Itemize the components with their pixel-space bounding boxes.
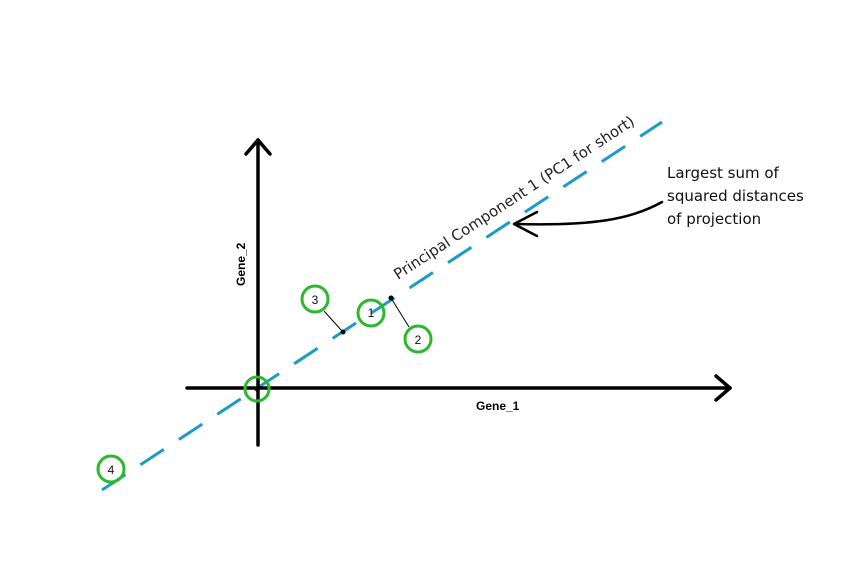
data-point-4-label: 4	[108, 463, 115, 477]
x-axis-arrowhead	[714, 374, 732, 402]
data-point-1-label: 1	[368, 306, 375, 320]
annotation-arrow	[513, 200, 664, 226]
data-point-origin-circle	[243, 375, 271, 403]
projection-line-2	[390, 297, 410, 328]
data-point-2: 2	[403, 324, 433, 354]
data-point-2-label: 2	[415, 333, 422, 347]
pc1-label: Principal Component 1 (PC1 for short)	[390, 112, 638, 283]
data-point-1-circle	[356, 298, 386, 328]
data-point-3-circle	[300, 284, 330, 314]
annotation-line-3: of projection	[667, 210, 761, 228]
data-point-3-label: 3	[312, 293, 319, 307]
y-axis-label: Gene_2	[234, 242, 248, 286]
data-point-2-circle	[403, 324, 433, 354]
projection-dot-3	[340, 329, 346, 335]
x-axis-label: Gene_1	[476, 399, 520, 413]
data-point-origin	[243, 375, 271, 403]
annotation-arrowhead	[512, 210, 539, 238]
projection-line-3	[323, 310, 343, 332]
annotation-line-2: squared distances	[667, 187, 804, 205]
data-point-4: 4	[96, 454, 126, 484]
data-point-3: 3	[300, 284, 330, 314]
annotation-line-1: Largest sum of	[667, 164, 780, 182]
data-point-4-circle	[96, 454, 126, 484]
projection-dot-2	[388, 295, 394, 301]
data-point-1: 1	[356, 298, 386, 328]
origin-dot	[254, 386, 260, 392]
y-axis-arrowhead	[244, 138, 272, 156]
